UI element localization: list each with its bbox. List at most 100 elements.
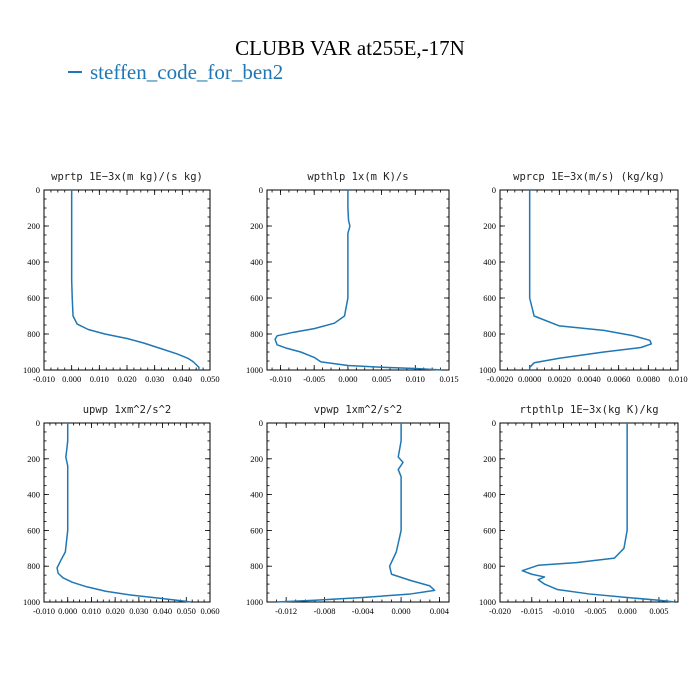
panel-5: vpwp 1xm^2/s^2 -0.012 -0.008 -0.004 0.000 0.0… bbox=[246, 404, 450, 616]
x-tick-label: 0.000 bbox=[58, 606, 77, 616]
x-tick-label: 0.050 bbox=[200, 374, 219, 384]
y-tick-label: 200 bbox=[250, 454, 263, 464]
x-tick-label: -0.005 bbox=[303, 374, 325, 384]
x-tick-label: 0.030 bbox=[129, 606, 148, 616]
y-tick-label: 600 bbox=[27, 525, 40, 535]
panel-title: wpthlp 1x(m K)/s bbox=[307, 171, 408, 183]
x-tick-label: -0.0020 bbox=[487, 374, 513, 384]
panel-title: vpwp 1xm^2/s^2 bbox=[314, 404, 403, 416]
x-tick-label: -0.010 bbox=[553, 606, 575, 616]
x-tick-label: 0.0040 bbox=[577, 374, 600, 384]
y-tick-label: 200 bbox=[483, 221, 496, 231]
x-tick-label: 0.040 bbox=[153, 606, 172, 616]
figure-title: CLUBB VAR at255E,-17N bbox=[235, 36, 465, 60]
panel-6: rtpthlp 1E−3x(kg K)/kg -0.020 -0.015 -0.010… bbox=[479, 404, 679, 616]
series-line bbox=[56, 423, 192, 603]
x-tick-label: 0.020 bbox=[106, 606, 125, 616]
legend-label: steffen_code_for_ben2 bbox=[90, 60, 284, 84]
y-tick-label: 800 bbox=[483, 329, 496, 339]
y-tick-label: 400 bbox=[250, 490, 263, 500]
plot-frame bbox=[43, 422, 211, 603]
x-tick-label: -0.010 bbox=[33, 606, 55, 616]
plot-frame bbox=[266, 422, 450, 603]
y-tick-label: 0 bbox=[36, 418, 40, 428]
x-tick-label: 0.010 bbox=[90, 374, 109, 384]
x-tick-label: 0.060 bbox=[200, 606, 219, 616]
series-line bbox=[274, 190, 443, 371]
plot-frame bbox=[43, 189, 211, 371]
y-tick-label: 400 bbox=[483, 490, 496, 500]
x-tick-label: -0.020 bbox=[489, 606, 511, 616]
x-tick-label: 0.000 bbox=[338, 374, 357, 384]
x-tick-label: 0.030 bbox=[145, 374, 164, 384]
x-tick-label: -0.008 bbox=[313, 606, 335, 616]
x-tick-label: 0.000 bbox=[392, 606, 411, 616]
y-tick-label: 0 bbox=[492, 185, 496, 195]
x-tick-label: 0.0080 bbox=[637, 374, 660, 384]
y-tick-label: 400 bbox=[27, 490, 40, 500]
y-tick-label: 400 bbox=[483, 257, 496, 267]
x-tick-label: 0.050 bbox=[177, 606, 196, 616]
y-tick-label: 400 bbox=[250, 257, 263, 267]
x-tick-label: 0.000 bbox=[62, 374, 81, 384]
x-tick-label: 0.010 bbox=[82, 606, 101, 616]
y-tick-label: 600 bbox=[483, 293, 496, 303]
x-tick-label: 0.020 bbox=[117, 374, 136, 384]
y-tick-label: 0 bbox=[259, 185, 263, 195]
y-tick-label: 600 bbox=[250, 293, 263, 303]
series-line bbox=[528, 190, 653, 370]
y-tick-label: 600 bbox=[483, 525, 496, 535]
plot-frame bbox=[266, 189, 450, 371]
x-tick-label: 0.005 bbox=[649, 606, 668, 616]
panel-title: upwp 1xm^2/s^2 bbox=[83, 404, 172, 416]
x-tick-label: -0.015 bbox=[521, 606, 543, 616]
x-tick-label: -0.004 bbox=[352, 606, 375, 616]
x-tick-label: 0.0000 bbox=[518, 374, 541, 384]
x-tick-label: 0.015 bbox=[439, 374, 458, 384]
y-tick-label: 200 bbox=[27, 221, 40, 231]
panel-2: wpthlp 1x(m K)/s -0.010 -0.005 0.000 0.005 0.… bbox=[246, 171, 459, 384]
series-line bbox=[276, 423, 436, 603]
panel-4: upwp 1xm^2/s^2 -0.010 0.000 0.010 0.020 0.030… bbox=[23, 404, 220, 616]
x-tick-label: 0.0060 bbox=[607, 374, 630, 384]
y-tick-label: 600 bbox=[250, 525, 263, 535]
panel-3: wprcp 1E−3x(m/s) (kg/kg) -0.0020 0.0000 0.0… bbox=[479, 171, 688, 384]
x-tick-label: 0.010 bbox=[668, 374, 687, 384]
x-tick-label: 0.0020 bbox=[548, 374, 571, 384]
x-tick-label: -0.010 bbox=[269, 374, 291, 384]
legend-line-swatch bbox=[68, 71, 82, 74]
x-tick-label: 0.004 bbox=[430, 606, 450, 616]
series-line bbox=[521, 423, 675, 603]
y-tick-label: 200 bbox=[483, 454, 496, 464]
panel-title: rtpthlp 1E−3x(kg K)/kg bbox=[519, 404, 658, 416]
x-tick-label: 0.040 bbox=[173, 374, 192, 384]
y-tick-label: 1000 bbox=[479, 597, 496, 607]
y-tick-label: 0 bbox=[259, 418, 263, 428]
panel-1: wprtp 1E−3x(m kg)/(s kg) -0.010 0.000 0.010… bbox=[23, 171, 220, 384]
y-tick-label: 1000 bbox=[23, 597, 40, 607]
y-tick-label: 600 bbox=[27, 293, 40, 303]
y-tick-label: 0 bbox=[36, 185, 40, 195]
y-tick-label: 1000 bbox=[23, 365, 40, 375]
y-tick-label: 200 bbox=[250, 221, 263, 231]
y-tick-label: 200 bbox=[27, 454, 40, 464]
x-tick-label: -0.005 bbox=[584, 606, 606, 616]
x-tick-label: -0.012 bbox=[275, 606, 297, 616]
y-tick-label: 800 bbox=[483, 561, 496, 571]
y-tick-label: 800 bbox=[27, 329, 40, 339]
y-tick-label: 800 bbox=[27, 561, 40, 571]
y-tick-label: 400 bbox=[27, 257, 40, 267]
y-tick-label: 0 bbox=[492, 418, 496, 428]
y-tick-label: 1000 bbox=[246, 597, 263, 607]
x-tick-label: -0.010 bbox=[33, 374, 55, 384]
x-tick-label: 0.010 bbox=[406, 374, 425, 384]
x-tick-label: 0.005 bbox=[372, 374, 391, 384]
y-tick-label: 1000 bbox=[246, 365, 263, 375]
plot-frame bbox=[499, 422, 679, 603]
y-tick-label: 800 bbox=[250, 329, 263, 339]
y-tick-label: 1000 bbox=[479, 365, 496, 375]
x-tick-label: 0.000 bbox=[618, 606, 637, 616]
panel-title: wprcp 1E−3x(m/s) (kg/kg) bbox=[513, 171, 665, 183]
series-line bbox=[70, 190, 200, 370]
